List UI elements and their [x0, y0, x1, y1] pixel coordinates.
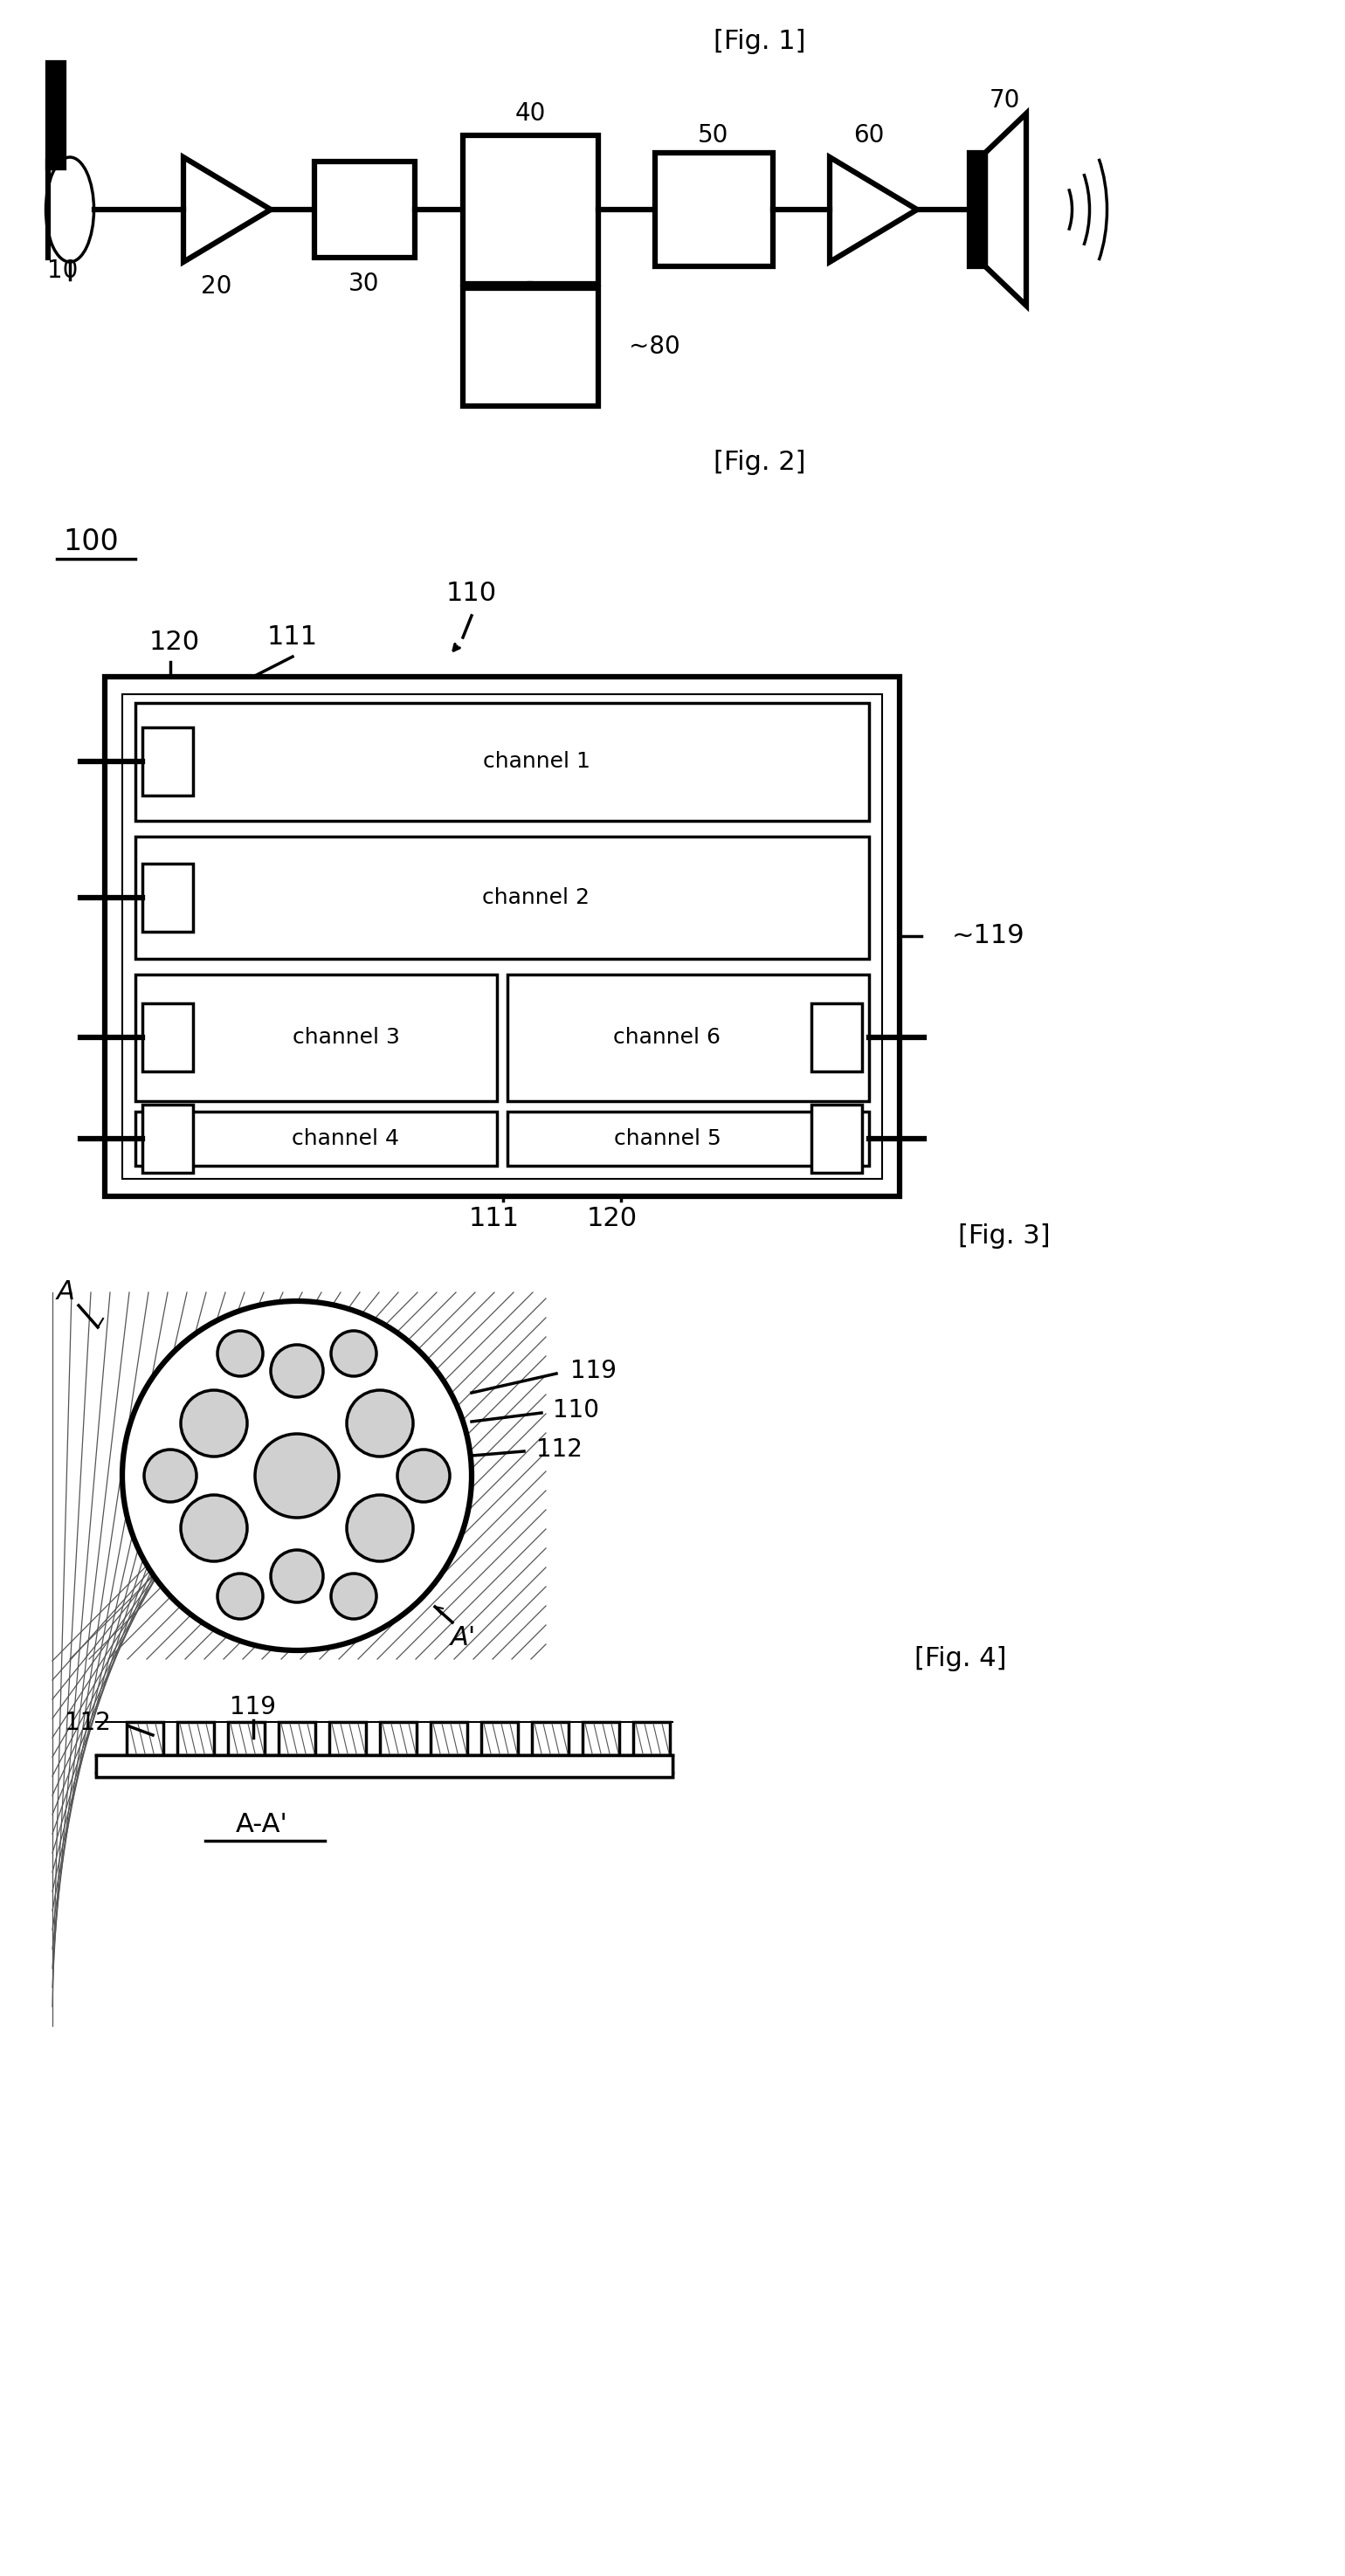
Text: 110: 110: [447, 582, 498, 605]
Circle shape: [331, 1574, 377, 1618]
Circle shape: [122, 1301, 472, 1651]
Text: 40: 40: [515, 100, 546, 126]
Text: [Fig. 3]: [Fig. 3]: [958, 1224, 1050, 1249]
Circle shape: [270, 1551, 323, 1602]
Text: 112: 112: [535, 1437, 582, 1461]
Text: [Fig. 2]: [Fig. 2]: [714, 451, 806, 477]
Circle shape: [218, 1574, 262, 1618]
Bar: [330, 1721, 366, 1754]
Text: A: A: [56, 1280, 74, 1306]
Bar: [52, 1293, 546, 1659]
Text: 30: 30: [348, 270, 379, 296]
Text: 111: 111: [268, 626, 317, 649]
Bar: [143, 863, 194, 933]
Bar: [136, 1113, 496, 1167]
Bar: [178, 1721, 214, 1754]
Text: 120: 120: [149, 629, 200, 654]
Bar: [105, 677, 900, 1195]
Text: 110: 110: [553, 1399, 600, 1422]
Text: channel 1: channel 1: [483, 752, 590, 773]
Bar: [811, 1002, 862, 1072]
Circle shape: [397, 1450, 449, 1502]
Text: [Fig. 1]: [Fig. 1]: [714, 28, 806, 54]
Bar: [136, 703, 869, 822]
Bar: [379, 1721, 417, 1754]
Circle shape: [218, 1332, 262, 1376]
Circle shape: [331, 1332, 377, 1376]
Text: channel 5: channel 5: [613, 1128, 721, 1149]
Text: 70: 70: [989, 88, 1020, 113]
Circle shape: [256, 1435, 339, 1517]
Bar: [482, 1721, 518, 1754]
Bar: [95, 1754, 672, 1777]
Text: channel 4: channel 4: [292, 1128, 399, 1149]
Text: 50: 50: [698, 124, 729, 147]
Bar: [633, 1721, 670, 1754]
Text: 119: 119: [230, 1695, 277, 1718]
Bar: [122, 693, 882, 1180]
Text: 10: 10: [47, 258, 78, 283]
Text: A-A': A-A': [235, 1814, 288, 1837]
Text: channel 3: channel 3: [292, 1028, 399, 1048]
Text: 120: 120: [586, 1206, 638, 1231]
Bar: [136, 974, 496, 1100]
Bar: [227, 1721, 265, 1754]
Bar: [430, 1721, 467, 1754]
Circle shape: [180, 1391, 247, 1455]
Text: channel 2: channel 2: [483, 886, 590, 909]
Text: 60: 60: [854, 124, 885, 147]
Bar: [463, 289, 599, 407]
Text: ~119: ~119: [952, 922, 1025, 948]
Text: A': A': [451, 1625, 476, 1651]
Text: 20: 20: [202, 273, 233, 299]
Circle shape: [144, 1450, 196, 1502]
Bar: [582, 1721, 619, 1754]
Text: 100: 100: [63, 528, 118, 556]
Bar: [315, 162, 414, 258]
Bar: [811, 1105, 862, 1172]
Circle shape: [270, 1345, 323, 1396]
Bar: [143, 1002, 194, 1072]
Text: 111: 111: [469, 1206, 519, 1231]
Bar: [507, 974, 869, 1100]
Circle shape: [347, 1391, 413, 1455]
Bar: [507, 1113, 869, 1167]
Bar: [136, 837, 869, 958]
Text: ~80: ~80: [629, 335, 681, 358]
Bar: [970, 152, 985, 265]
Bar: [655, 152, 773, 265]
Bar: [143, 726, 194, 796]
Bar: [531, 1721, 569, 1754]
Bar: [463, 137, 599, 283]
Circle shape: [180, 1494, 247, 1561]
Text: channel 6: channel 6: [613, 1028, 721, 1048]
Text: 119: 119: [570, 1358, 617, 1383]
Circle shape: [347, 1494, 413, 1561]
Bar: [48, 62, 63, 167]
Bar: [126, 1721, 163, 1754]
Text: 112: 112: [65, 1710, 110, 1736]
Bar: [143, 1105, 194, 1172]
Bar: [278, 1721, 315, 1754]
Bar: [95, 1754, 672, 1777]
Text: [Fig. 4]: [Fig. 4]: [915, 1646, 1007, 1672]
